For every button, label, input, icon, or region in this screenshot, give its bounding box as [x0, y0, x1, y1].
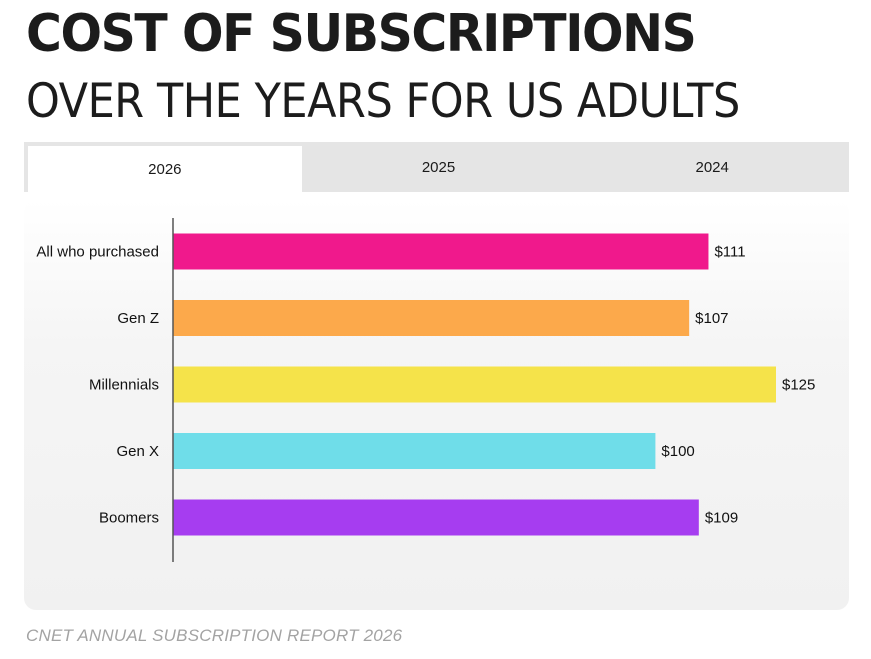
bar-millennials	[173, 366, 776, 403]
chart-title: COST OF SUBSCRIPTIONS	[26, 4, 697, 64]
bar-all-who-purchased	[173, 233, 709, 270]
category-label-millennials: Millennials	[89, 377, 159, 394]
category-label-all-who-purchased: All who purchased	[36, 244, 159, 261]
tab-2026[interactable]: 2026	[28, 146, 302, 192]
tab-2025[interactable]: 2025	[421, 158, 456, 176]
category-label-gen-x: Gen X	[116, 443, 159, 460]
bar-gen-x	[173, 433, 656, 469]
source-caption: CNET ANNUAL SUBSCRIPTION REPORT 2026	[26, 626, 403, 645]
year-tabs: 2026 2025 2024	[24, 142, 849, 192]
value-label-all-who-purchased: $111	[714, 244, 745, 261]
value-label-gen-z: $107	[695, 310, 728, 327]
value-label-gen-x: $100	[661, 443, 694, 460]
value-label-boomers: $109	[705, 510, 738, 527]
category-label-boomers: Boomers	[99, 510, 159, 527]
tab-2024[interactable]: 2024	[695, 158, 729, 176]
chart-subtitle: OVER THE YEARS FOR US ADULTS	[26, 74, 740, 129]
bar-gen-z	[173, 300, 690, 336]
bar-boomers	[173, 499, 699, 536]
category-label-gen-z: Gen Z	[117, 310, 159, 327]
value-label-millennials: $125	[782, 377, 815, 394]
